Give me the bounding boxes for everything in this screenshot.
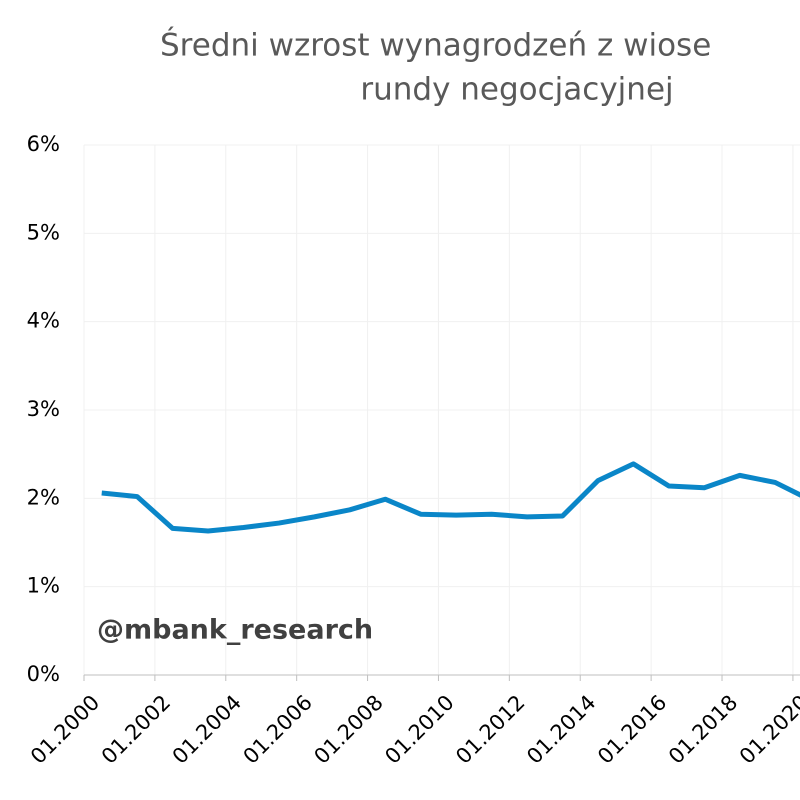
y-tick-label: 3% [27,397,60,421]
y-tick-label: 0% [27,662,60,686]
y-tick-label: 4% [27,309,60,333]
x-tick-label: 01.2016 [593,690,671,768]
x-tick-label: 01.2020 [735,690,800,768]
x-tick-label: 01.2002 [97,690,175,768]
x-tick-label: 01.2012 [451,690,529,768]
watermark: @mbank_research [97,615,373,646]
x-tick-label: 01.2014 [522,690,600,768]
x-tick-label: 01.2006 [239,690,317,768]
x-tick-label: 01.2008 [309,690,387,768]
y-tick-label: 1% [27,574,60,598]
line [101,461,800,534]
chart-title: rundy negocjacyjnej [360,72,673,108]
x-tick-label: 01.2004 [168,690,246,768]
y-tick-label: 5% [27,220,60,244]
y-tick-label: 6% [27,132,60,156]
x-tick-label: 01.2010 [380,690,458,768]
y-tick-label: 2% [27,485,60,509]
chart-title: Średni wzrost wynagrodzeń z wiose [160,27,711,64]
x-tick-label: 01.2018 [664,690,742,768]
x-tick-label: 01.2000 [26,690,104,768]
